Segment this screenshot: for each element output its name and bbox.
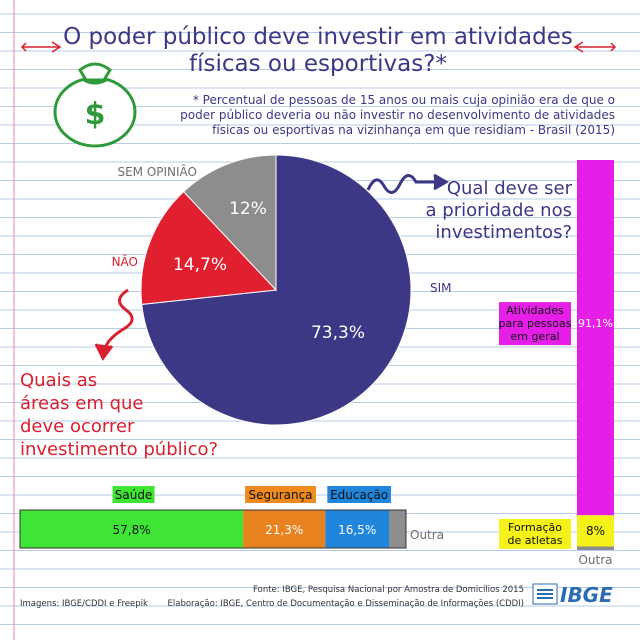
footer-source: Fonte: IBGE, Pesquisa Nacional por Amost… — [253, 585, 524, 595]
priority-question-line-1: Qual deve ser — [447, 178, 573, 199]
areas-bar-segment — [243, 510, 326, 548]
pie-slice-name-label: SEM OPINIÃO — [117, 164, 197, 179]
priority-category-tag — [499, 518, 571, 549]
priority-bar-value-label: 8% — [586, 524, 605, 538]
priority-category-label: Formação — [508, 521, 562, 534]
priority-bar-value-label: 91,1% — [578, 317, 613, 330]
areas-other-label: Outra — [410, 528, 444, 542]
areas-category-label: Segurança — [248, 488, 312, 502]
areas-category-label: Educação — [330, 488, 388, 502]
priority-other-label: Outra — [578, 553, 612, 567]
priority-category-label: para pessoas — [499, 317, 572, 330]
areas-bar-value-label: 21,3% — [265, 523, 303, 537]
priority-category-label: em geral — [510, 330, 559, 343]
priority-category-tag — [499, 302, 571, 346]
title-line-2: físicas ou esportivas?* — [189, 51, 447, 77]
pie-slice-value-label: 73,3% — [311, 323, 365, 343]
areas-bar-segment — [20, 510, 244, 548]
areas-bar-value-label: 57,8% — [112, 523, 150, 537]
opinion-pie-chart: 73,3% SIM 14,7% NÃO 12% SEM OPINIÃO — [112, 154, 452, 426]
note-line-1: * Percentual de pessoas de 15 anos ou ma… — [193, 93, 615, 107]
pie-slice-name-label: NÃO — [112, 254, 138, 269]
pie-slice-value-label: 12% — [229, 199, 267, 219]
pie-slice-não — [140, 190, 278, 305]
areas-bar-outline — [19, 509, 407, 549]
areas-question-line-4: investimento público? — [20, 439, 218, 460]
priority-category-label: Atividades — [506, 304, 564, 317]
svg-text:$: $ — [85, 97, 106, 132]
priority-bar-segment — [577, 546, 614, 550]
areas-category-label: Saúde — [115, 488, 153, 502]
priority-question-line-3: investimentos? — [435, 222, 572, 243]
pie-slice-sem-opinião — [182, 154, 277, 292]
arrow-left-decoration — [20, 41, 62, 53]
areas-question-line-3: deve ocorrer — [20, 416, 135, 437]
areas-question-line-1: Quais as — [20, 370, 97, 391]
note-line-3: físicas ou esportivas na vizinhança em q… — [212, 123, 615, 137]
squiggle-arrow-down — [94, 288, 134, 361]
note-line-2: poder público deveria ou não investir no… — [180, 108, 615, 122]
priority-question-line-2: a prioridade nos — [426, 200, 572, 221]
footer-elaboration: Elaboração: IBGE, Centro de Documentação… — [168, 599, 524, 609]
priority-bar-segment — [577, 515, 614, 547]
areas-bar-segment — [389, 510, 406, 548]
pie-slice-name-label: SIM — [430, 281, 452, 295]
money-bag-icon: $ — [53, 62, 137, 148]
areas-bar-value-label: 16,5% — [338, 523, 376, 537]
arrow-right-decoration — [573, 41, 617, 53]
priority-category-label: de atletas — [508, 534, 563, 547]
areas-category-tag — [112, 486, 155, 503]
areas-question-line-2: áreas em que — [20, 393, 143, 414]
squiggle-arrow-right — [366, 173, 449, 194]
areas-category-tag — [327, 486, 391, 503]
areas-stacked-bar: 57,8% Saúde 21,3% Segurança 16,5% Educação Out… — [19, 486, 444, 549]
areas-bar-segment — [325, 510, 390, 548]
pie-slice-value-label: 14,7% — [173, 255, 227, 275]
ibge-logo: IBGE — [532, 583, 613, 607]
priority-bar-segment — [577, 160, 614, 516]
footer-images-credit: Imagens: IBGE/CDDI e Freepik — [20, 599, 148, 609]
areas-category-tag — [245, 486, 316, 503]
title-line-1: O poder público deve investir em ativida… — [63, 24, 573, 50]
ibge-logo-text: IBGE — [560, 583, 613, 607]
